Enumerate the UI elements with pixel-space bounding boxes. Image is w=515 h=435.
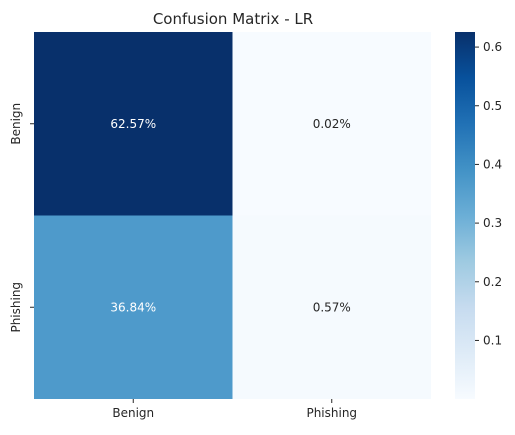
cell-labels: 62.57% 0.02% 36.84% 0.57% <box>110 117 350 315</box>
colorbar-tick-label-4: 0.5 <box>483 99 502 113</box>
colorbar <box>455 32 475 399</box>
cell-label-1-1: 0.57% <box>313 300 351 314</box>
colorbar-tick-label-2: 0.3 <box>483 216 502 230</box>
chart-title: Confusion Matrix - LR <box>153 10 313 28</box>
cell-label-1-0: 36.84% <box>110 300 156 314</box>
x-tick-label-1: Phishing <box>306 406 357 420</box>
x-tick-label-0: Benign <box>112 406 154 420</box>
cell-label-0-1: 0.02% <box>313 117 351 131</box>
x-axis: Benign Phishing <box>112 399 357 420</box>
y-axis: Benign Phishing <box>9 103 34 333</box>
heatmap-cell-1-1 <box>232 215 431 399</box>
colorbar-tick-label-0: 0.1 <box>483 333 502 347</box>
heatmap-cell-0-1 <box>232 32 431 216</box>
heatmap-cell-0-0 <box>34 32 233 216</box>
heatmap-cells <box>34 32 431 399</box>
colorbar-tick-label-3: 0.4 <box>483 157 502 171</box>
heatmap-cell-1-0 <box>34 215 233 399</box>
y-tick-label-0: Benign <box>9 103 23 145</box>
colorbar-tick-label-5: 0.6 <box>483 40 502 54</box>
colorbar-ticks: 0.1 0.2 0.3 0.4 0.5 0.6 <box>475 40 502 347</box>
colorbar-tick-label-1: 0.2 <box>483 275 502 289</box>
colorbar-gradient <box>455 32 475 399</box>
cell-label-0-0: 62.57% <box>110 117 156 131</box>
y-tick-label-1: Phishing <box>9 282 23 333</box>
